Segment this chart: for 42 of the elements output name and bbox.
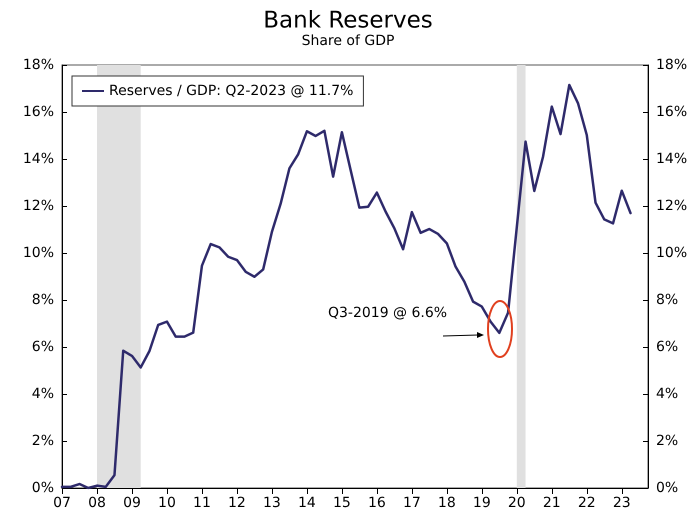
y-tick-label: 10%	[22, 245, 54, 261]
y-tick-label: 12%	[22, 198, 54, 214]
y-tick-label: 0%	[32, 480, 54, 496]
x-tick-label: 18	[438, 495, 456, 511]
y2-tick-label: 18%	[656, 57, 688, 73]
x-tick-label: 23	[612, 495, 631, 511]
x-tick-label: 09	[123, 495, 141, 511]
x-tick-label: 17	[402, 495, 421, 511]
y-tick-label: 16%	[22, 104, 54, 120]
y2-tick-label: 2%	[656, 433, 678, 449]
x-tick-label: 21	[542, 495, 561, 511]
x-tick-label: 16	[368, 495, 386, 511]
x-tick-label: 15	[332, 495, 351, 511]
y-tick-label: 8%	[32, 292, 54, 308]
y-tick-label: 14%	[22, 151, 54, 167]
y-tick-label: 4%	[32, 386, 54, 402]
y2-tick-label: 4%	[656, 386, 678, 402]
x-tick-label: 20	[508, 495, 526, 511]
y2-tick-label: 10%	[656, 245, 688, 261]
y-tick-label: 2%	[32, 433, 54, 449]
y2-tick-label: 0%	[656, 480, 678, 496]
y2-tick-label: 12%	[656, 198, 688, 214]
x-tick-label: 19	[472, 495, 491, 511]
y2-tick-label: 8%	[656, 292, 678, 308]
x-tick-label: 07	[53, 495, 71, 511]
x-tick-label: 11	[193, 495, 211, 511]
line-series	[60, 84, 632, 490]
x-tick-label: 14	[298, 495, 316, 511]
chart-title: Bank Reserves	[263, 8, 433, 34]
y2-tick-label: 16%	[656, 104, 688, 120]
chart-subtitle: Share of GDP	[302, 33, 394, 49]
y2-tick-label: 14%	[656, 151, 688, 167]
x-tick-label: 08	[88, 495, 106, 511]
annotation: Q3-2019 @ 6.6%	[328, 305, 448, 321]
y2-tick-label: 6%	[656, 339, 678, 355]
legend-label: Reserves / GDP: Q2-2023 @ 11.7%	[109, 83, 354, 99]
x-tick-label: 10	[158, 495, 176, 511]
x-tick-label: 13	[262, 495, 281, 511]
x-tick-label: 22	[578, 495, 596, 511]
x-tick-label: 12	[228, 495, 246, 511]
y-tick-label: 18%	[22, 57, 54, 73]
y-tick-label: 6%	[32, 339, 54, 355]
